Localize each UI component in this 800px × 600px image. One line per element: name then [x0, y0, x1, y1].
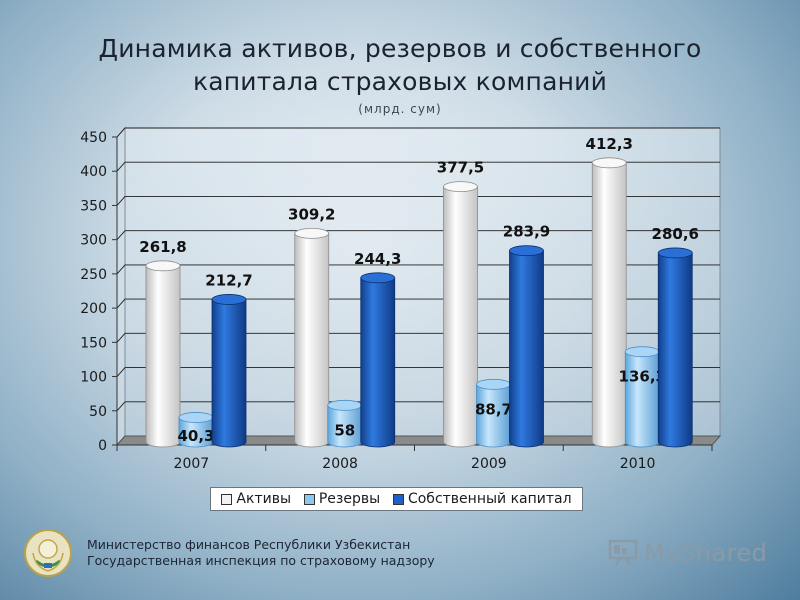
data-label: 377,5 [437, 159, 484, 177]
legend-label-assets: Активы [236, 491, 291, 507]
bar-top [211, 294, 247, 305]
monitor-icon [608, 539, 638, 566]
bar-reserves-2008 [327, 399, 363, 448]
data-label: 412,3 [586, 135, 633, 153]
chart-title: Динамика активов, резервов и собственног… [0, 32, 800, 98]
bar-body [624, 351, 660, 448]
bar-assets-2008 [294, 227, 330, 448]
legend-label-equity: Собственный капитал [407, 491, 572, 507]
bar-top [657, 247, 693, 259]
gridline [116, 195, 720, 206]
data-label: 58 [334, 421, 355, 439]
legend-swatch-assets [221, 493, 233, 505]
data-label: 261,8 [139, 238, 186, 256]
bar-equity-2007 [211, 294, 247, 448]
bar-reserves-2007 [178, 412, 214, 448]
bar-top [327, 399, 363, 411]
chart-title-line1: Динамика активов, резервов и собственног… [98, 34, 702, 63]
bar-equity-2010 [657, 247, 693, 448]
y-tick-label: 400 [80, 164, 107, 180]
bar-top [476, 378, 511, 390]
bar-body [509, 250, 544, 448]
chart-subtitle: (млрд. сум) [358, 102, 442, 116]
data-label: 280,6 [652, 225, 699, 243]
bar-top [294, 227, 330, 239]
data-label: 136,3 [619, 368, 666, 386]
chart-legend: Активы Резервы Собственный капитал [210, 487, 583, 511]
bar-top [178, 412, 214, 423]
watermark-logo: MyShared [608, 538, 767, 568]
chart-side-wall [116, 126, 126, 447]
data-label: 309,2 [288, 205, 335, 223]
data-label: 88,7 [475, 400, 512, 418]
y-tick-label: 300 [80, 233, 107, 249]
data-label: 283,9 [503, 223, 550, 241]
legend-item-assets: Активы [221, 491, 291, 507]
legend-label-reserves: Резервы [318, 491, 381, 507]
state-emblem-icon [24, 529, 72, 577]
y-tick-label: 150 [80, 335, 107, 351]
y-tick-label: 450 [80, 130, 107, 146]
x-tick-label: 2010 [620, 456, 656, 472]
bar-body [443, 186, 478, 448]
bar-body [145, 265, 181, 448]
legend-item-reserves: Резервы [303, 491, 381, 507]
bar-top [360, 272, 396, 284]
data-label: 244,3 [354, 250, 401, 268]
y-tick-label: 200 [80, 301, 107, 317]
footer-line2: Государственная инспекция по страховому … [87, 553, 435, 568]
legend-swatch-equity [392, 493, 404, 505]
legend-item-equity: Собственный капитал [392, 491, 572, 507]
y-tick-label: 350 [80, 198, 107, 214]
bar-top [509, 245, 544, 257]
bar-top [145, 260, 181, 272]
bar-top [591, 157, 627, 169]
gridline [116, 230, 720, 240]
bar-top [624, 346, 660, 358]
bar-body [360, 277, 396, 448]
bar-body [657, 252, 693, 448]
bar-equity-2008 [360, 272, 396, 448]
data-label: 212,7 [205, 271, 252, 289]
y-tick-label: 50 [89, 404, 107, 420]
watermark-text: MyShared [644, 539, 768, 567]
bar-top [443, 181, 478, 193]
x-tick-label: 2007 [174, 456, 210, 472]
y-tick-label: 250 [80, 267, 107, 283]
gridline [116, 161, 720, 172]
chart-title-line2: капитала страховых компаний [192, 67, 608, 96]
bar-assets-2009 [443, 181, 478, 448]
x-tick-label: 2008 [322, 456, 358, 472]
bar-reserves-2009 [476, 378, 511, 448]
bar-assets-2007 [145, 260, 181, 448]
footer-line1: Министерство финансов Республики Узбекис… [87, 537, 411, 552]
bar-reserves-2010 [624, 346, 660, 448]
footer-text: Министерство финансов Республики Узбекис… [87, 537, 435, 569]
y-tick-label: 100 [80, 370, 107, 386]
x-tick-label: 2009 [471, 456, 507, 472]
gridline [116, 127, 720, 138]
data-label: 40,3 [177, 427, 214, 445]
bar-body [211, 299, 247, 448]
bar-body [294, 232, 330, 448]
legend-swatch-reserves [303, 493, 315, 505]
bar-body [591, 162, 627, 448]
bar-equity-2009 [509, 245, 544, 448]
y-tick-label: 0 [98, 438, 107, 454]
bar-assets-2010 [591, 157, 627, 448]
